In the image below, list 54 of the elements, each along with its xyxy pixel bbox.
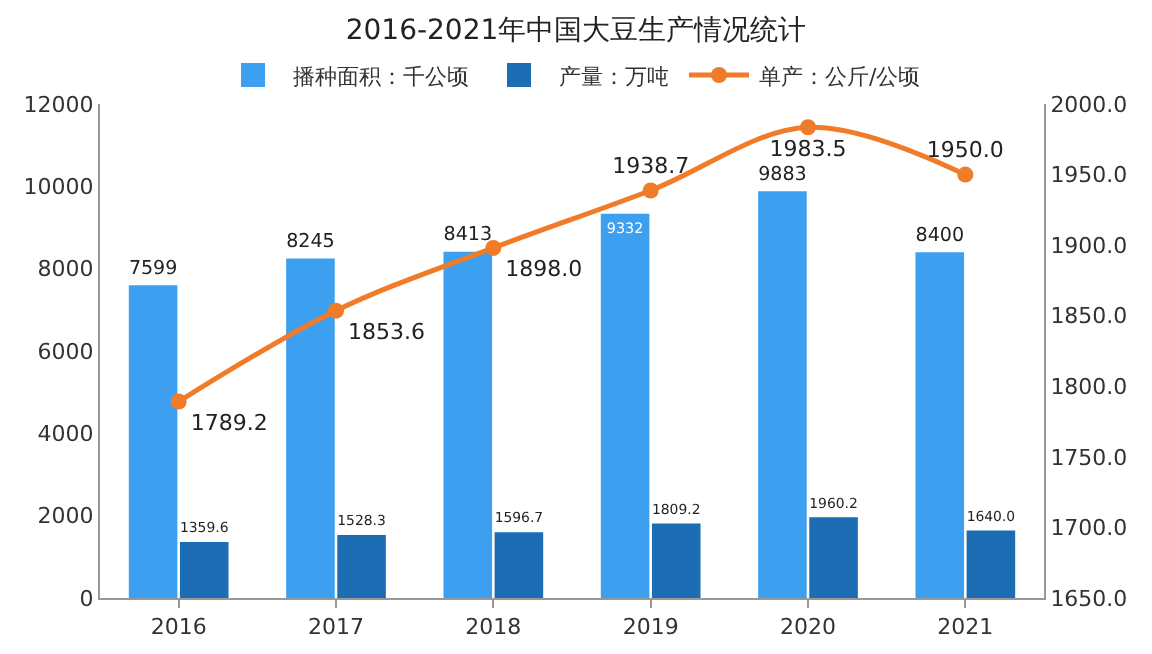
data-label: 1853.6 — [348, 319, 425, 346]
data-label: 1938.7 — [612, 153, 690, 180]
bar — [600, 213, 650, 598]
data-label: 8413 — [443, 224, 493, 247]
y2-tick-label: 2000.0 — [1050, 91, 1128, 118]
y2-tick-label: 1700.0 — [1050, 515, 1128, 542]
y-tick-label: 8000 — [37, 256, 94, 283]
legend-label: 播种面积：千公顷 — [293, 63, 469, 90]
legend-label: 产量：万吨 — [559, 63, 669, 90]
y-tick-label: 6000 — [37, 338, 94, 365]
data-label: 8400 — [915, 224, 965, 247]
bar — [651, 523, 701, 598]
x-tick-label: 2016 — [150, 614, 207, 641]
bar — [179, 542, 229, 598]
bar — [443, 251, 493, 598]
bar — [915, 252, 965, 598]
bar — [494, 532, 544, 598]
y-tick-label: 4000 — [37, 421, 94, 448]
bar — [337, 535, 386, 598]
data-label: 1983.5 — [769, 135, 847, 162]
x-tick-label: 2021 — [937, 614, 994, 641]
chart-title: 2016-2021年中国大豆生产情况统计 — [345, 15, 807, 48]
data-label: 1789.2 — [190, 410, 268, 437]
x-tick-label: 2020 — [780, 614, 836, 641]
bar — [128, 285, 178, 598]
point — [328, 302, 344, 319]
point — [485, 239, 502, 256]
bar — [286, 258, 335, 598]
y-tick-label: 12000 — [23, 91, 94, 118]
y2-tick-label: 1800.0 — [1050, 373, 1128, 400]
data-label: 1898.0 — [505, 256, 583, 283]
y2-tick-label: 1950.0 — [1050, 162, 1128, 189]
y-tick-label: 10000 — [23, 174, 94, 201]
data-label: 9883 — [758, 163, 807, 186]
bar — [809, 517, 858, 598]
data-label: 1950.0 — [926, 137, 1004, 164]
x-tick-label: 2018 — [465, 614, 522, 641]
y-tick-label: 0 — [79, 585, 94, 612]
point — [170, 393, 187, 410]
bar — [758, 191, 807, 598]
data-label: 8245 — [286, 231, 335, 254]
x-tick-label: 2019 — [622, 614, 679, 641]
y2-tick-label: 1650.0 — [1050, 585, 1128, 612]
bar — [966, 530, 1016, 598]
y2-tick-label: 1900.0 — [1050, 232, 1128, 259]
legend-label: 单产：公斤/公顷 — [759, 63, 921, 90]
y-tick-label: 2000 — [37, 503, 94, 530]
data-label: 7599 — [128, 257, 178, 280]
x-tick-label: 2017 — [308, 614, 364, 641]
y2-tick-label: 1750.0 — [1050, 444, 1128, 471]
y2-tick-label: 1850.0 — [1050, 303, 1128, 330]
point — [642, 182, 659, 199]
point — [800, 119, 816, 136]
point — [957, 166, 974, 183]
